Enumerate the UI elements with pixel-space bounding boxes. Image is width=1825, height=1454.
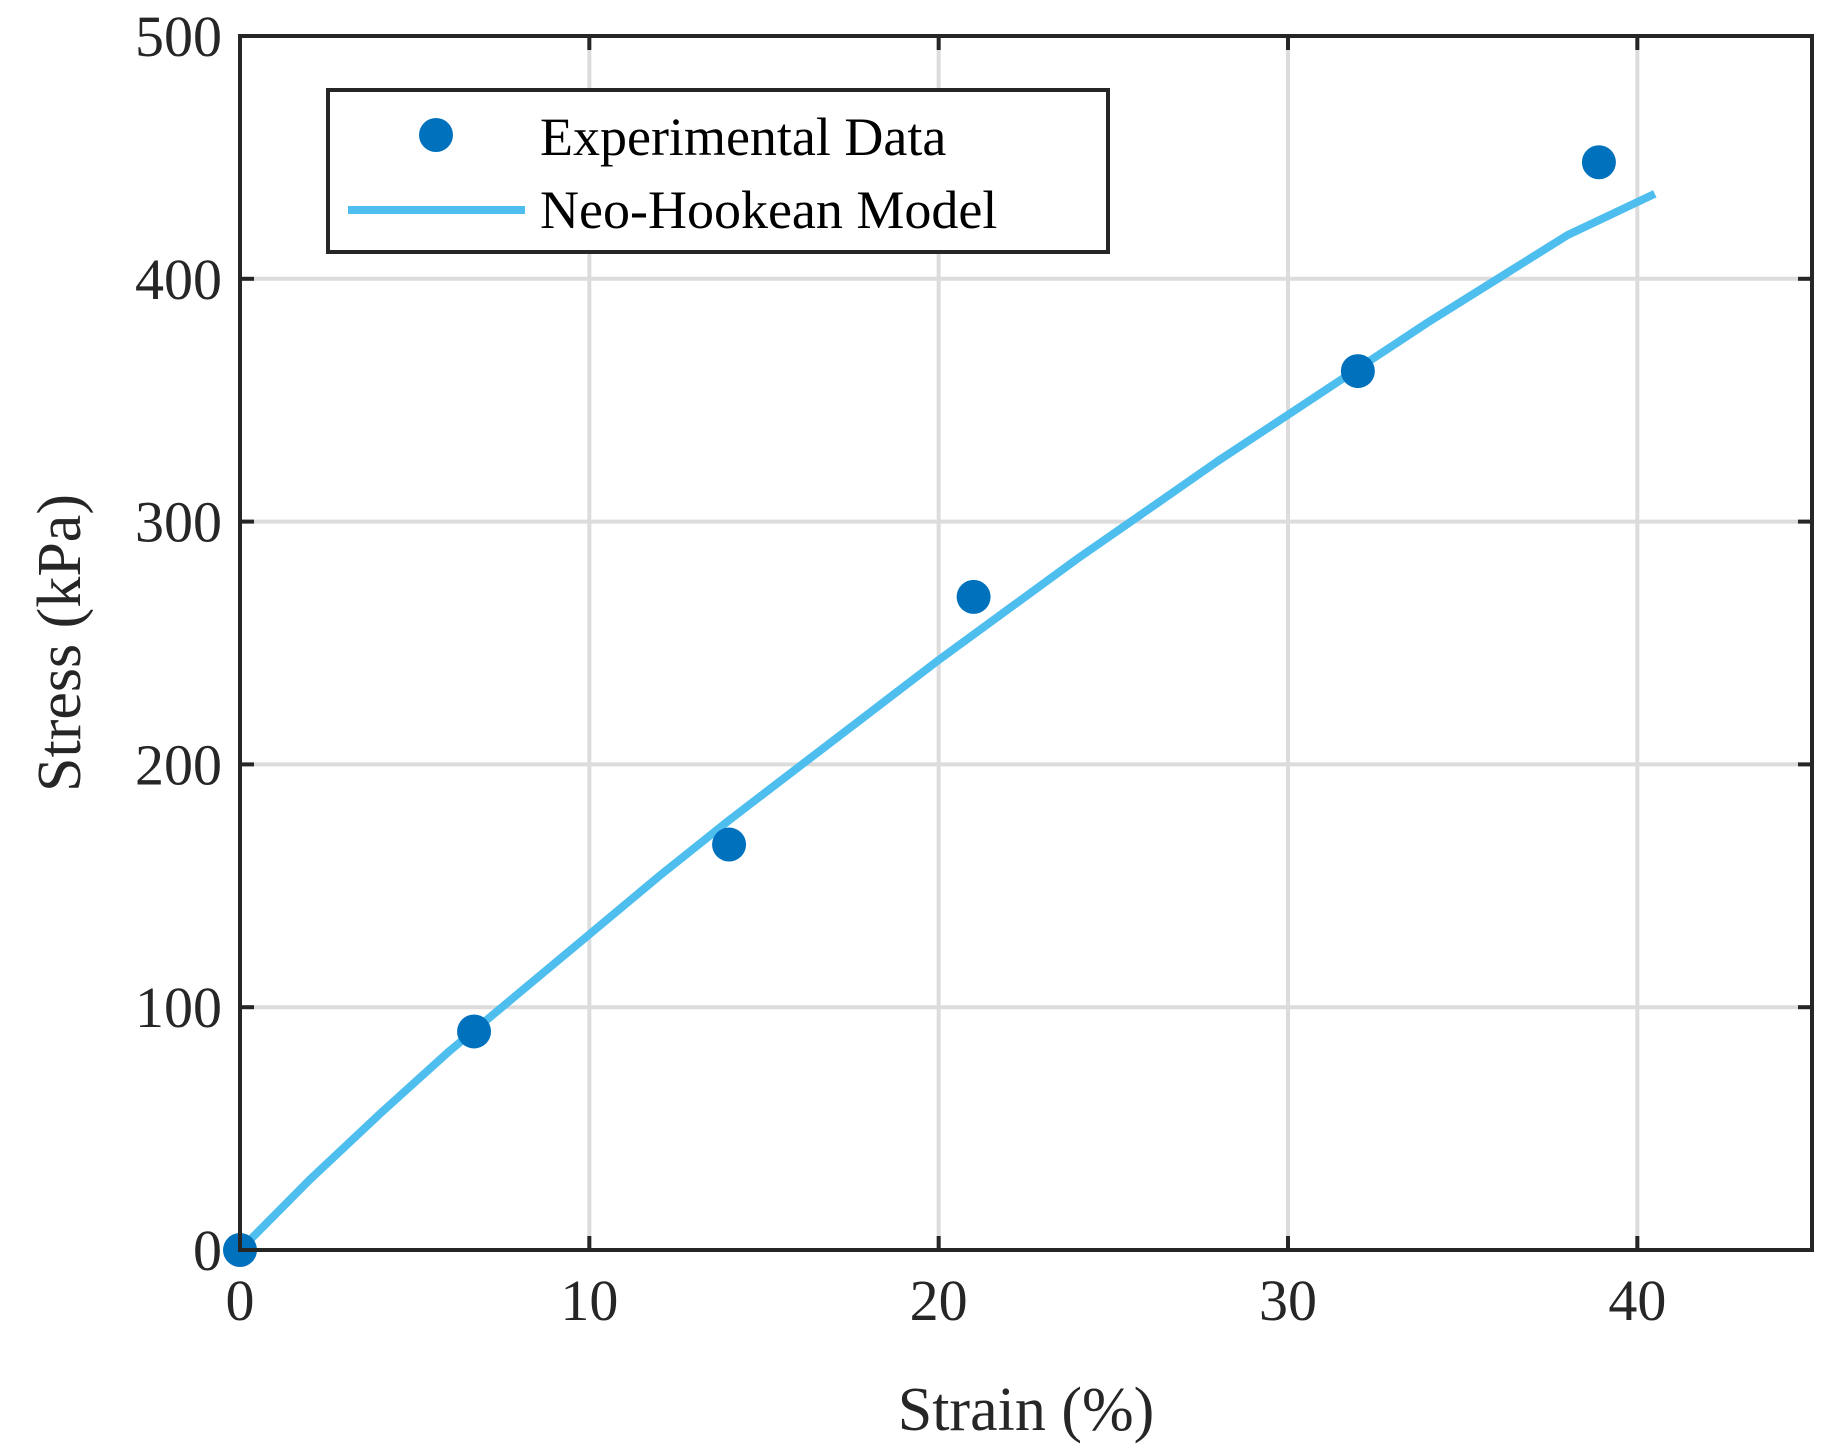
- legend-label-experimental: Experimental Data: [540, 107, 946, 167]
- x-tick-label: 0: [226, 1268, 255, 1333]
- data-point: [457, 1014, 492, 1049]
- data-point: [1581, 145, 1616, 180]
- points-layer: [223, 145, 1616, 1267]
- x-tick-label: 10: [560, 1268, 618, 1333]
- legend-box: [326, 88, 1110, 254]
- y-tick-label: 100: [135, 975, 222, 1040]
- y-tick-label: 400: [135, 247, 222, 312]
- data-point: [1340, 354, 1375, 389]
- y-axis-title: Stress (kPa): [26, 494, 94, 792]
- x-tick-label: 40: [1608, 1268, 1666, 1333]
- x-axis-title: Strain (%): [898, 1376, 1155, 1444]
- x-tick-label: 30: [1259, 1268, 1317, 1333]
- legend-marker-experimental: [419, 118, 453, 152]
- y-tick-label: 500: [135, 4, 222, 69]
- y-tick-label: 0: [193, 1218, 222, 1283]
- y-tick-label: 200: [135, 732, 222, 797]
- data-point: [712, 827, 747, 862]
- plot-area-border: [238, 34, 1814, 1252]
- data-point: [956, 579, 991, 614]
- legend: Experimental Data Neo-Hookean Model: [326, 88, 1110, 254]
- x-tick-label: 20: [910, 1268, 968, 1333]
- y-tick-label: 300: [135, 490, 222, 555]
- legend-label-model: Neo-Hookean Model: [540, 180, 997, 240]
